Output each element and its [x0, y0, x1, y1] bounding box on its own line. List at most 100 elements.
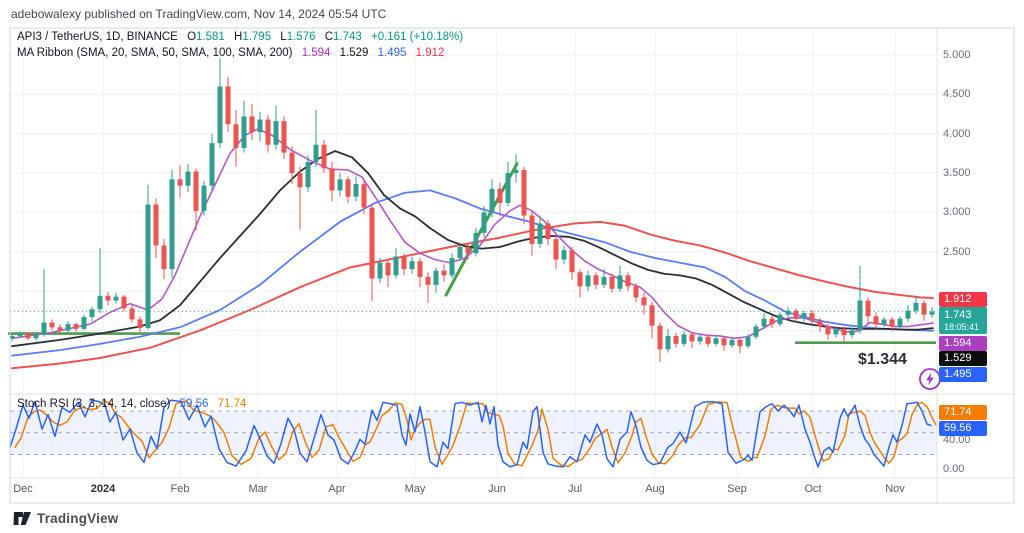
candle [65, 324, 71, 331]
candle [889, 319, 895, 327]
time-axis-label-dec: Dec [13, 483, 33, 495]
symbol-title: API3 / TetherUS, 1D, BINANCE [17, 31, 178, 43]
candle [209, 143, 215, 186]
candle [793, 310, 799, 319]
candle [233, 124, 239, 148]
candle [809, 313, 815, 322]
stoch-rsi-label: Stoch RSI (3, 3, 14, 14, close) [17, 398, 171, 410]
candle [345, 179, 351, 197]
candle [521, 169, 527, 216]
candle [297, 173, 303, 188]
candle [625, 275, 631, 287]
candle [457, 247, 463, 259]
candle [913, 302, 919, 311]
candle [849, 330, 855, 336]
sma200-value: 1.912 [415, 47, 445, 59]
time-axis-label-nov: Nov [885, 483, 905, 495]
candle [569, 250, 575, 273]
candle [745, 336, 751, 347]
price-axis-tick: 5.000 [943, 49, 971, 61]
candle [865, 300, 871, 317]
symbol-legend: API3 / TetherUS, 1D, BINANCE O1.581 H1.7… [17, 31, 464, 43]
candle [673, 335, 679, 344]
candle [249, 116, 255, 133]
price-badge: 1.912 [939, 292, 987, 307]
close-value: 1.743 [333, 31, 362, 43]
candle [321, 144, 327, 169]
price-badge: 1.529 [939, 351, 987, 366]
candle [73, 324, 79, 329]
candle [817, 321, 823, 327]
published-byline: adebowalexy published on TradingView.com… [11, 7, 387, 21]
candle [729, 339, 735, 346]
high-value: 1.795 [242, 31, 272, 43]
candle [353, 184, 359, 197]
candle [425, 276, 431, 285]
candle [377, 262, 383, 279]
stoch-k-value: 59.56 [179, 398, 209, 410]
candle [105, 295, 111, 301]
candle [289, 152, 295, 174]
candle [417, 261, 423, 277]
candle [25, 333, 31, 339]
price-badge: 1.495 [939, 367, 987, 382]
candle [49, 322, 55, 328]
support-price-annotation: $1.344 [858, 351, 907, 368]
sma100-value: 1.495 [377, 47, 407, 59]
candle [281, 121, 287, 153]
tradingview-logo-text: TradingView [37, 511, 119, 526]
candle [705, 336, 711, 344]
candle [833, 328, 839, 335]
candle [561, 250, 567, 260]
candle [329, 168, 335, 191]
candle [713, 338, 719, 344]
candle [265, 119, 271, 145]
candle [897, 318, 903, 327]
candle [857, 300, 863, 331]
candle [385, 262, 391, 276]
candle [753, 326, 759, 337]
candle [929, 311, 935, 315]
candle [665, 335, 671, 350]
tradingview-logo[interactable]: TradingView [13, 510, 118, 527]
sma50-line [11, 150, 934, 348]
candle [545, 223, 551, 240]
candle [441, 270, 447, 276]
candle [905, 310, 911, 319]
candle [257, 119, 263, 133]
candle [177, 179, 183, 186]
price-badge: 1.743 18:05:41 [939, 307, 987, 334]
candle [721, 338, 727, 346]
candle [769, 318, 775, 325]
change-value: +0.161 (+10.18%) [370, 31, 464, 43]
candle [649, 305, 655, 326]
candle [57, 327, 63, 331]
candle [169, 179, 175, 270]
candle [633, 286, 639, 298]
sma50-value: 1.529 [339, 47, 369, 59]
candle [881, 319, 887, 325]
candle [193, 171, 199, 211]
candle-series [9, 58, 935, 362]
candle [609, 276, 615, 289]
candle [921, 302, 927, 315]
candle [449, 258, 455, 276]
time-axis-label-feb: Feb [170, 483, 190, 495]
candle [89, 309, 95, 318]
low-value: 1.576 [286, 31, 316, 43]
sma200-line [11, 220, 934, 370]
candle [537, 223, 543, 244]
candle [137, 319, 143, 329]
candle [657, 325, 663, 350]
candle [593, 275, 599, 285]
ma-ribbon-legend: MA Ribbon (SMA, 20, SMA, 50, SMA, 100, S… [17, 47, 444, 59]
candle [697, 336, 703, 342]
candle [401, 256, 407, 270]
candle [497, 188, 503, 203]
candle [201, 185, 207, 211]
price-axis-tick: 3.000 [943, 206, 971, 218]
time-axis-label-jul: Jul [567, 483, 583, 495]
candle [737, 339, 743, 347]
